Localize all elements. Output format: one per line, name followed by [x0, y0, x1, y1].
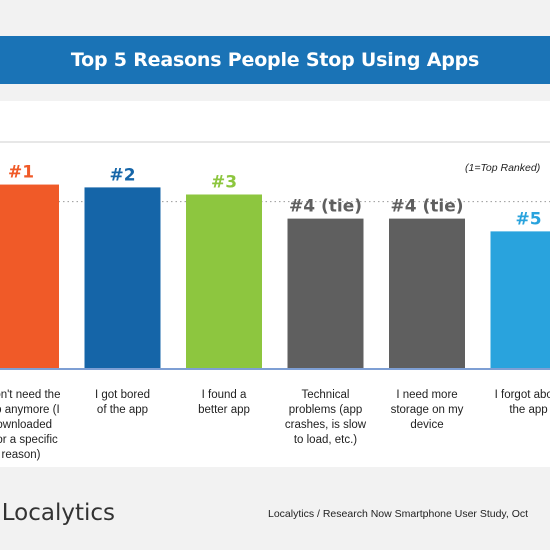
category-label-6-line-1: I forgot about	[495, 389, 550, 401]
rank-label-5: #4 (tie)	[390, 197, 463, 217]
rank-label-2: #2	[109, 165, 135, 185]
brand-name: Localytics	[1, 500, 115, 526]
bar-5	[389, 218, 465, 369]
category-label-5-line-2: storage on my	[391, 404, 464, 416]
category-label-5-line-3: device	[410, 419, 443, 431]
ranking-note: (1=Top Ranked)	[465, 162, 541, 174]
chart-title: Top 5 Reasons People Stop Using Apps	[0, 36, 550, 84]
category-label-3-line-2: better app	[198, 404, 250, 416]
rank-label-6: #5	[515, 209, 541, 229]
rank-label-4: #4 (tie)	[289, 197, 362, 217]
brand-logo: Localytics	[0, 500, 115, 532]
category-label-1-line-3: downloaded	[0, 419, 52, 431]
category-label-1-line-5: reason)	[2, 449, 41, 461]
bar-6	[490, 231, 550, 369]
category-label-3-line-1: I found a	[202, 389, 247, 401]
category-label-5-line-1: I need more	[396, 389, 457, 401]
category-label-2-line-2: of the app	[97, 404, 148, 416]
source-citation: Localytics / Research Now Smartphone Use…	[268, 508, 529, 520]
category-label-4-line-2: problems (app	[289, 404, 363, 416]
category-label-1-line-4: it for a specific	[0, 434, 58, 446]
bar-4	[287, 218, 364, 369]
category-label-4-line-3: crashes, is slow	[285, 419, 367, 431]
category-label-4-line-4: to load, etc.)	[294, 434, 357, 446]
category-label-1-line-1: I don't need the	[0, 389, 60, 401]
bar-2	[84, 187, 161, 369]
bar-1	[0, 184, 59, 369]
category-label-2-line-1: I got bored	[95, 389, 150, 401]
bar-3	[186, 194, 262, 369]
category-label-6-line-2: the app	[509, 404, 547, 416]
rank-label-3: #3	[211, 172, 237, 192]
category-label-1-line-2: app anymore (I	[0, 404, 60, 416]
rank-label-1: #1	[8, 163, 34, 183]
category-label-4-line-1: Technical	[302, 389, 350, 401]
